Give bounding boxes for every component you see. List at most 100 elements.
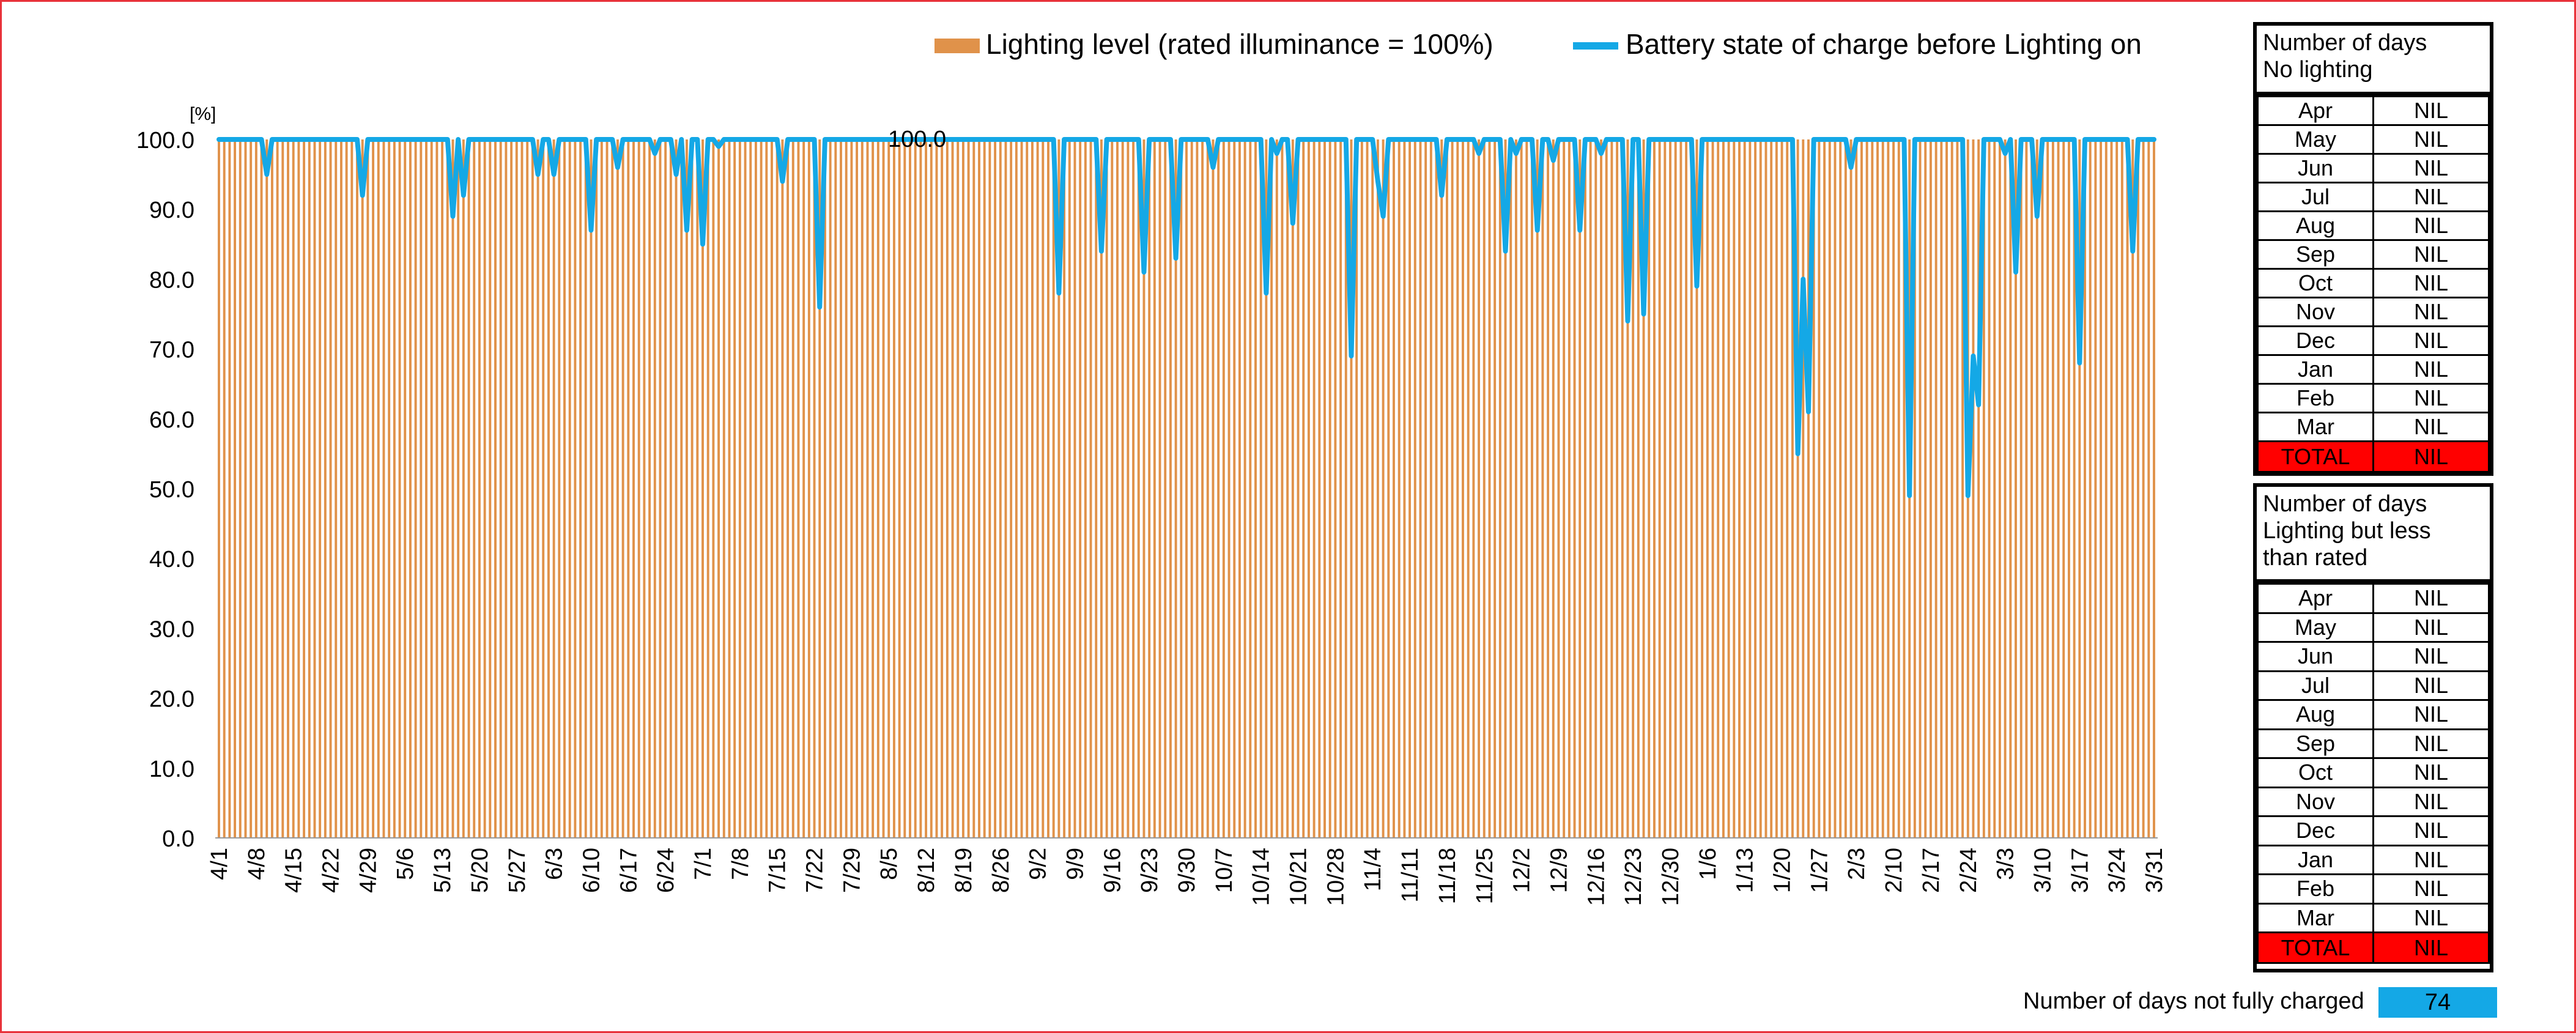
month-cell: Jul <box>2257 182 2374 212</box>
lighting-bar <box>1818 139 1821 838</box>
lighting-bar <box>1711 139 1714 838</box>
lighting-bar <box>350 139 353 838</box>
x-tick-label: 11/18 <box>1435 848 1460 904</box>
lighting-bar <box>265 139 268 838</box>
lighting-bar <box>234 139 237 838</box>
lighting-bar <box>978 139 980 838</box>
lighting-bar <box>1600 139 1602 838</box>
lighting-bar <box>1233 139 1236 838</box>
x-tick-label: 12/30 <box>1658 848 1684 906</box>
x-tick-label: 12/16 <box>1583 848 1609 906</box>
lighting-bar <box>696 139 699 838</box>
table-row: Oct NIL <box>2257 268 2490 298</box>
lighting-bar <box>1977 139 1980 838</box>
lighting-bar <box>648 139 651 838</box>
y-tick-label: 50.0 <box>149 477 194 503</box>
less-than-rated-panel: Number of days Lighting but less than ra… <box>2253 483 2493 972</box>
battery-dip-point <box>2015 270 2017 273</box>
lighting-bar <box>292 139 295 838</box>
lighting-bar <box>1594 139 1597 838</box>
header-line: No lighting <box>2263 57 2373 83</box>
lighting-bar <box>2067 139 2070 838</box>
lighting-bar <box>366 139 369 838</box>
month-cell: Mar <box>2257 412 2374 442</box>
x-tick-label: 10/28 <box>1323 848 1349 906</box>
lighting-bar <box>1733 139 1736 838</box>
lighting-bar <box>1674 139 1677 838</box>
lighting-bar <box>621 139 624 838</box>
lighting-bar <box>1780 139 1783 838</box>
lighting-bar <box>563 139 566 838</box>
value-cell: NIL <box>2372 815 2490 846</box>
lighting-bar <box>515 139 518 838</box>
x-tick-label: 8/5 <box>876 848 902 880</box>
x-tick-label: 3/3 <box>1993 848 2019 880</box>
lighting-bar <box>1695 139 1698 838</box>
lighting-bar <box>260 139 263 838</box>
lighting-bar <box>1281 139 1284 838</box>
lighting-bar <box>1089 139 1092 838</box>
lighting-bar <box>1754 139 1757 838</box>
lighting-bar <box>1488 139 1491 838</box>
lighting-bar <box>595 139 598 838</box>
value-cell: NIL <box>2372 268 2490 298</box>
lighting-bar <box>1318 139 1321 838</box>
lighting-bar <box>1424 139 1427 838</box>
lighting-bar <box>1180 139 1183 838</box>
lighting-bar <box>1573 139 1576 838</box>
x-axis: 4/1 4/8 4/15 4/22 4/29 5/6 5/13 5/20 5/27 6/3 6/10… <box>207 848 2167 906</box>
lighting-bar <box>2100 139 2103 838</box>
lighting-bar <box>1249 139 1252 838</box>
lighting-bar <box>223 139 226 838</box>
lighting-bar <box>1988 139 1991 838</box>
lighting-bar <box>1164 139 1167 838</box>
lighting-bars <box>218 139 2155 838</box>
lighting-bar <box>2153 139 2155 838</box>
lighting-bar <box>574 139 577 838</box>
battery-dip-point <box>536 173 539 176</box>
less-than-rated-header: Number of days Lighting but less than ra… <box>2257 487 2490 583</box>
month-cell: Jan <box>2257 354 2374 385</box>
table-row: Dec NIL <box>2257 325 2490 356</box>
x-tick-label: 10/14 <box>1249 848 1275 906</box>
x-tick-label: 8/19 <box>951 848 977 893</box>
lighting-bar <box>1583 139 1586 838</box>
lighting-bar <box>1903 139 1906 838</box>
total-row: TOTAL NIL <box>2257 440 2490 473</box>
battery-dip-point <box>1626 319 1629 322</box>
lighting-bar <box>685 139 688 838</box>
month-cell: May <box>2257 124 2374 155</box>
value-cell: NIL <box>2372 641 2490 672</box>
lighting-bar <box>218 139 220 838</box>
lighting-bar <box>653 139 656 838</box>
lighting-bar <box>2136 139 2139 838</box>
lighting-bar <box>339 139 342 838</box>
lighting-bar <box>1467 139 1470 838</box>
lighting-bar <box>2004 139 2007 838</box>
lighting-bar <box>1217 139 1220 838</box>
lighting-bar <box>1127 139 1130 838</box>
lighting-bar <box>2009 139 2012 838</box>
lighting-bar <box>1956 139 1959 838</box>
battery-dip-point <box>1174 257 1177 260</box>
lighting-bar <box>1121 139 1124 838</box>
month-cell: Sep <box>2257 239 2374 270</box>
lighting-bar <box>2110 139 2113 838</box>
lighting-bar <box>2073 139 2076 838</box>
lighting-bar <box>558 139 561 838</box>
lighting-bar <box>717 139 720 838</box>
lighting-bar <box>1196 139 1199 838</box>
lighting-bar <box>2057 139 2060 838</box>
no-lighting-header: Number of days No lighting <box>2257 26 2490 95</box>
value-cell: NIL <box>2372 612 2490 643</box>
data-label: 100.0 <box>888 127 946 152</box>
x-tick-label: 4/22 <box>319 848 344 893</box>
lighting-bar <box>930 139 933 838</box>
y-tick-label: 10.0 <box>149 757 194 782</box>
battery-dip-point <box>361 194 364 197</box>
lighting-bar <box>382 139 385 838</box>
lighting-bar <box>1653 139 1656 838</box>
table-row: Jan NIL <box>2257 844 2490 875</box>
lighting-bar <box>935 139 938 838</box>
